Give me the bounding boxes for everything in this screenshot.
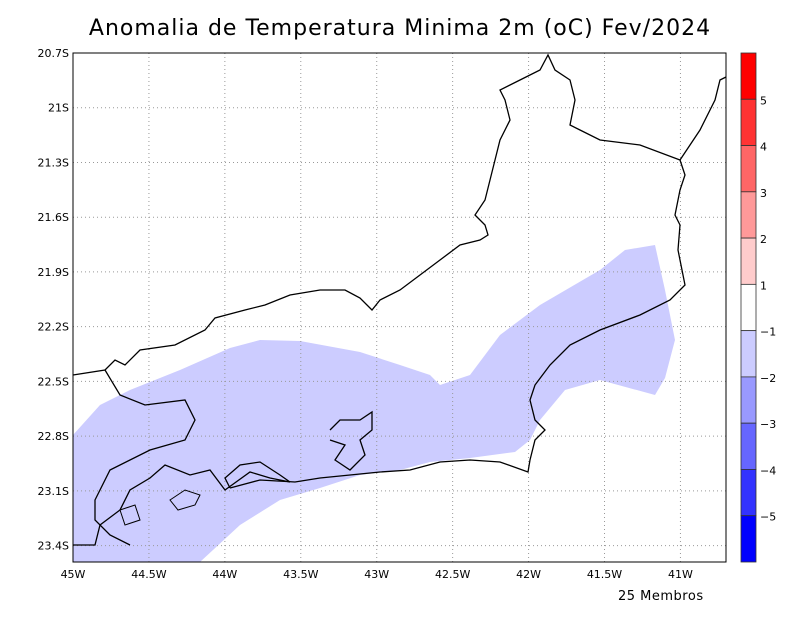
lat-tick-label: 21.9S [38, 266, 69, 279]
lon-tick-label: 45W [61, 568, 86, 581]
lon-tick-label: 41W [668, 568, 693, 581]
lat-tick-label: 22.2S [38, 321, 69, 334]
lat-tick-label: 20.7S [38, 47, 69, 60]
lat-tick-label: 21.3S [38, 156, 69, 169]
colorbar-label: −5 [760, 511, 776, 524]
colorbar-swatch [740, 98, 757, 146]
lat-tick-label: 21S [48, 102, 69, 115]
lon-tick-label: 42W [516, 568, 541, 581]
lat-tick-label: 22.8S [38, 430, 69, 443]
colorbar-swatch [740, 237, 757, 285]
colorbar-label: −2 [760, 372, 776, 385]
colorbar-label: −1 [760, 326, 776, 339]
island [119, 504, 141, 526]
colorbar-swatch [740, 52, 757, 100]
coastline-west [73, 461, 291, 546]
colorbar-swatch [740, 283, 757, 332]
lon-tick-label: 44W [212, 568, 237, 581]
colorbar-swatch [740, 469, 757, 517]
colorbar-label: −4 [760, 464, 776, 477]
colorbar-label: 1 [760, 279, 767, 292]
lon-tick-label: 44.5W [131, 568, 166, 581]
colorbar-swatch [740, 515, 757, 563]
island [169, 489, 201, 511]
colorbar-swatch [740, 422, 757, 470]
colorbar-swatch [740, 330, 757, 378]
colorbar-label: 5 [760, 94, 767, 107]
map-frame [72, 52, 727, 563]
lon-tick-label: 43.5W [283, 568, 318, 581]
lon-tick-label: 43W [364, 568, 389, 581]
colorbar-label: 2 [760, 233, 767, 246]
members-count-label: 25 Membros [618, 589, 704, 604]
lon-tick-label: 41.5W [587, 568, 622, 581]
colorbar-swatch [740, 376, 757, 424]
lat-tick-label: 23.4S [38, 540, 69, 553]
colorbar-label: 4 [760, 141, 767, 154]
colorbar-swatch [740, 191, 757, 239]
lat-tick-label: 21.6S [38, 211, 69, 224]
lon-tick-label: 42.5W [435, 568, 470, 581]
colorbar: 5 4 3 2 1 −1 −2 −3 −4 −5 [740, 52, 776, 563]
lat-tick-label: 23.1S [38, 485, 69, 498]
state-border [72, 53, 686, 489]
state-border-northeast [679, 76, 727, 161]
colorbar-label: −3 [760, 418, 776, 431]
anomaly-shaded-region [73, 245, 675, 562]
coastline-bay [329, 410, 373, 471]
lat-tick-label: 22.5S [38, 375, 69, 388]
colorbar-swatch [740, 145, 757, 193]
map-title: Anomalia de Temperatura Minima 2m (oC) F… [88, 16, 712, 41]
colorbar-label: 3 [760, 187, 767, 200]
state-border-inner [94, 369, 196, 546]
